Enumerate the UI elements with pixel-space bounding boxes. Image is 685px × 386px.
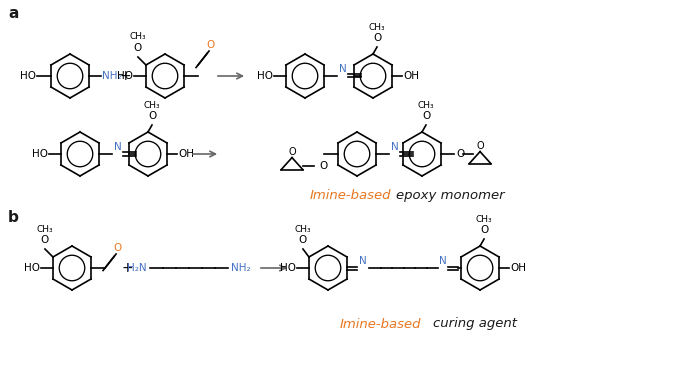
Text: curing agent: curing agent bbox=[433, 318, 517, 330]
Text: O: O bbox=[288, 147, 296, 157]
Text: N: N bbox=[114, 142, 122, 152]
Text: O: O bbox=[113, 243, 121, 253]
Text: O: O bbox=[476, 141, 484, 151]
Text: N: N bbox=[391, 142, 399, 152]
Text: O: O bbox=[299, 235, 307, 245]
Text: O: O bbox=[134, 43, 142, 53]
Text: O: O bbox=[206, 40, 214, 50]
Text: HO: HO bbox=[24, 263, 40, 273]
Text: NH₂: NH₂ bbox=[102, 71, 122, 81]
Text: b: b bbox=[8, 210, 19, 225]
Text: O: O bbox=[148, 111, 156, 121]
Text: O: O bbox=[422, 111, 430, 121]
Text: N: N bbox=[359, 256, 366, 266]
Text: Imine-based: Imine-based bbox=[309, 190, 390, 203]
Text: OH: OH bbox=[403, 71, 419, 81]
Text: HO: HO bbox=[32, 149, 48, 159]
Text: epoxy monomer: epoxy monomer bbox=[396, 190, 504, 203]
Text: CH₃: CH₃ bbox=[369, 24, 385, 32]
Text: CH₃: CH₃ bbox=[144, 102, 160, 110]
Text: CH₃: CH₃ bbox=[295, 225, 311, 235]
Text: a: a bbox=[8, 7, 18, 22]
Text: O: O bbox=[319, 161, 327, 171]
Text: NH₂: NH₂ bbox=[231, 263, 251, 273]
Text: O: O bbox=[373, 33, 381, 43]
Text: N: N bbox=[439, 256, 447, 266]
Text: CH₃: CH₃ bbox=[476, 215, 493, 225]
Text: Imine-based: Imine-based bbox=[339, 318, 421, 330]
Text: +: + bbox=[121, 261, 133, 275]
Text: OH: OH bbox=[178, 149, 194, 159]
Text: O: O bbox=[456, 149, 464, 159]
Text: HO: HO bbox=[117, 71, 133, 81]
Text: CH₃: CH₃ bbox=[129, 32, 147, 42]
Text: H₂N: H₂N bbox=[127, 263, 147, 273]
Text: CH₃: CH₃ bbox=[418, 102, 434, 110]
Text: O: O bbox=[41, 235, 49, 245]
Text: CH₃: CH₃ bbox=[36, 225, 53, 235]
Text: HO: HO bbox=[257, 71, 273, 81]
Text: O: O bbox=[480, 225, 488, 235]
Text: OH: OH bbox=[510, 263, 526, 273]
Text: HO: HO bbox=[280, 263, 296, 273]
Text: HO: HO bbox=[20, 71, 36, 81]
Text: +: + bbox=[119, 69, 131, 83]
Text: N: N bbox=[339, 64, 347, 74]
